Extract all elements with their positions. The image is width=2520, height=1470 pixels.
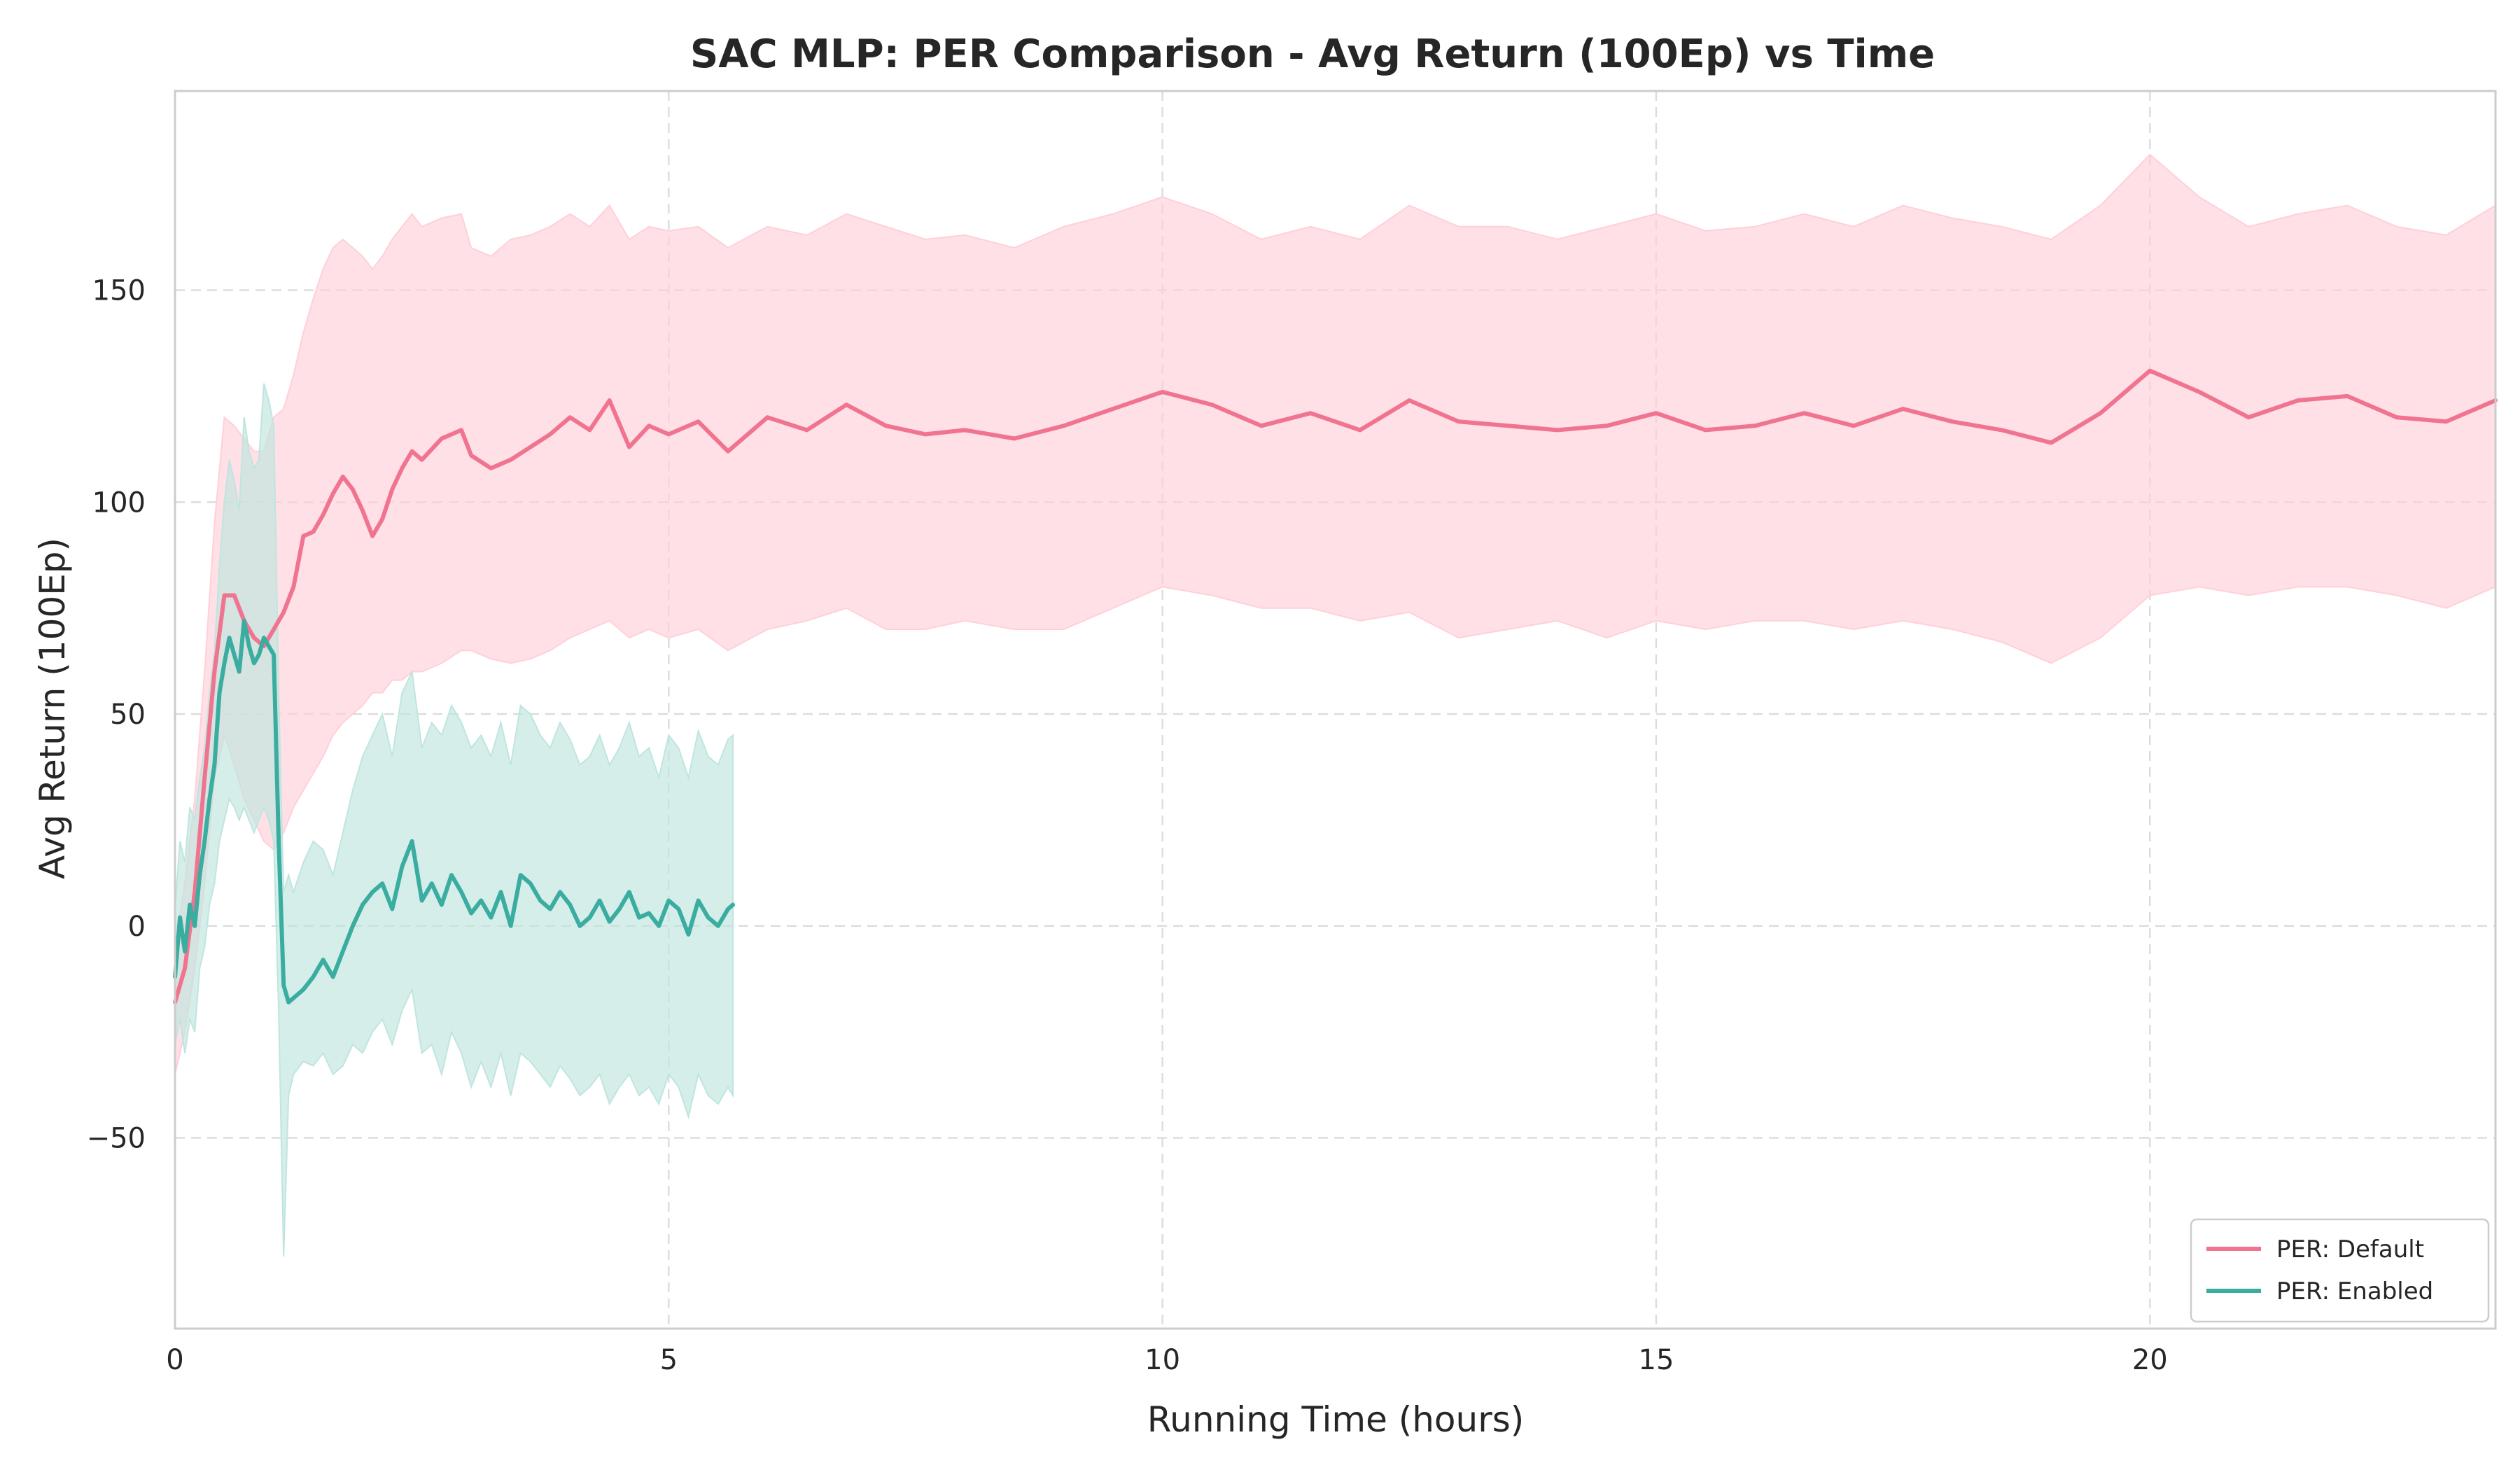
- series-lines: [173, 368, 2498, 1004]
- x-tick-label: 20: [2132, 1344, 2168, 1376]
- chart-title: SAC MLP: PER Comparison - Avg Return (10…: [690, 31, 1935, 77]
- line-series-2: [173, 618, 735, 1004]
- x-axis-label: Running Time (hours): [1147, 1399, 1525, 1440]
- x-tick-label: 5: [660, 1344, 678, 1376]
- legend-box: [2190, 1218, 2490, 1323]
- band-series-2: [174, 383, 734, 1257]
- y-tick-label: −50: [87, 1123, 146, 1155]
- y-tick-label: 150: [92, 275, 146, 307]
- y-tick-label: 0: [128, 911, 146, 943]
- legend-label: PER: Enabled: [2276, 1278, 2433, 1306]
- x-tick-label: 0: [166, 1344, 183, 1376]
- y-axis-ticks: −50 0 50 100 150: [87, 275, 146, 1155]
- plot-frame: [174, 90, 2497, 1330]
- y-axis-label: Avg Return (100Ep): [32, 538, 73, 879]
- legend-label: PER: Default: [2276, 1236, 2424, 1264]
- x-tick-label: 10: [1144, 1344, 1180, 1376]
- line-series-1: [173, 368, 2498, 1004]
- x-tick-label: 15: [1639, 1344, 1674, 1376]
- y-tick-label: 50: [110, 699, 146, 731]
- y-tick-label: 100: [92, 486, 146, 519]
- legend: PER: Default PER: Enabled: [2190, 1218, 2490, 1323]
- x-axis-ticks: 0 5 10 15 20: [166, 1344, 2167, 1376]
